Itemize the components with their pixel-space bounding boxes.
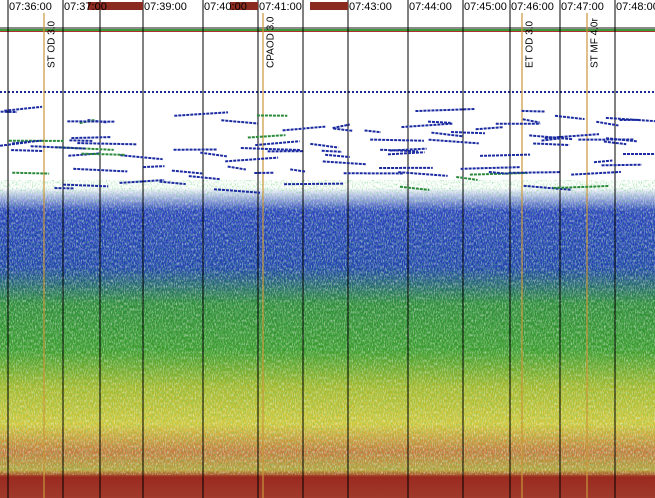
echo-trace xyxy=(188,175,221,181)
echo-trace xyxy=(12,171,50,175)
echo-trace xyxy=(240,147,301,152)
echo-trace xyxy=(120,154,163,161)
echo-trace xyxy=(11,139,42,145)
time-label: 07:40:00 xyxy=(204,1,247,13)
echo-trace xyxy=(71,136,112,140)
echo-trace xyxy=(523,184,572,191)
echo-trace xyxy=(11,149,44,152)
echo-trace xyxy=(322,160,367,166)
echo-trace xyxy=(255,140,300,147)
echo-trace xyxy=(593,159,613,164)
echo-trace xyxy=(488,170,509,175)
echo-trace xyxy=(325,153,350,158)
echo-trace xyxy=(533,142,570,147)
echo-trace xyxy=(332,123,350,130)
echo-trace xyxy=(370,138,424,142)
time-label: 07:36:00 xyxy=(9,1,52,13)
echo-trace xyxy=(522,118,540,124)
event-label: ET OD 3.0 xyxy=(525,21,536,68)
echo-trace xyxy=(225,156,279,163)
echo-trace xyxy=(221,119,258,125)
echo-trace xyxy=(398,171,448,177)
echo-trace xyxy=(213,188,261,194)
echo-trace xyxy=(508,171,560,174)
echo-trace xyxy=(282,125,326,132)
track-line xyxy=(0,27,655,29)
echo-trace xyxy=(571,170,621,176)
echo-trace xyxy=(460,166,520,170)
event-label: CPAOD 3.0 xyxy=(266,16,277,68)
echo-trace xyxy=(321,149,343,153)
time-label: 07:48:00 xyxy=(616,1,655,13)
echo-speckle xyxy=(0,180,655,475)
echo-trace xyxy=(389,147,427,152)
echo-trace xyxy=(247,134,286,139)
time-label: 07:47:00 xyxy=(561,1,604,13)
echo-trace xyxy=(364,129,381,134)
echo-trace xyxy=(143,165,165,169)
echo-trace xyxy=(456,175,478,181)
time-label: 07:41:00 xyxy=(259,1,302,13)
time-bar-block xyxy=(230,2,258,10)
time-label: 07:39:00 xyxy=(144,1,187,13)
echo-trace xyxy=(174,111,229,117)
event-label: ST OD 3.0 xyxy=(47,21,58,68)
echo-trace xyxy=(415,108,475,113)
echo-trace xyxy=(4,105,43,112)
echo-trace xyxy=(401,122,453,129)
track-line xyxy=(0,29,655,31)
echo-trace xyxy=(596,120,619,127)
echo-trace xyxy=(119,179,165,184)
time-label: 07:46:00 xyxy=(511,1,554,13)
echo-trace xyxy=(475,126,504,131)
echo-trace xyxy=(603,140,627,146)
echo-trace xyxy=(159,180,186,186)
track-line xyxy=(0,31,655,32)
echo-trace xyxy=(30,145,86,150)
echo-trace xyxy=(541,137,561,142)
time-bar-block xyxy=(115,2,143,10)
echo-trace xyxy=(428,138,479,145)
echo-trace xyxy=(387,151,425,156)
echo-trace xyxy=(601,163,642,167)
time-label: 07:43:00 xyxy=(349,1,392,13)
echo-trace xyxy=(605,137,637,143)
echo-trace xyxy=(333,127,354,132)
echo-trace xyxy=(63,183,109,188)
echo-trace xyxy=(553,185,609,190)
echo-trace xyxy=(380,148,418,153)
time-label: 07:37:00 xyxy=(64,1,107,13)
event-label: ST MF 4.0r xyxy=(590,18,601,68)
echo-trace xyxy=(431,131,463,138)
echo-trace xyxy=(227,165,247,171)
time-label: 07:44:00 xyxy=(409,1,452,13)
echo-trace xyxy=(77,142,137,146)
echo-trace xyxy=(290,168,306,173)
time-bar-block xyxy=(310,2,348,10)
echo-trace xyxy=(529,134,574,141)
echo-trace xyxy=(68,152,101,157)
echo-trace xyxy=(310,142,339,149)
echo-trace xyxy=(284,182,345,186)
echo-trace xyxy=(73,167,128,173)
echo-trace xyxy=(200,151,227,158)
echo-trace xyxy=(171,169,203,175)
echo-trace xyxy=(81,152,125,156)
echo-trace xyxy=(554,114,585,121)
echo-trace xyxy=(399,185,430,191)
echo-trace xyxy=(605,116,655,123)
echo-trace xyxy=(450,130,485,135)
time-label: 07:45:00 xyxy=(464,1,507,13)
echo-trace xyxy=(480,153,531,157)
echo-trace xyxy=(427,120,451,124)
